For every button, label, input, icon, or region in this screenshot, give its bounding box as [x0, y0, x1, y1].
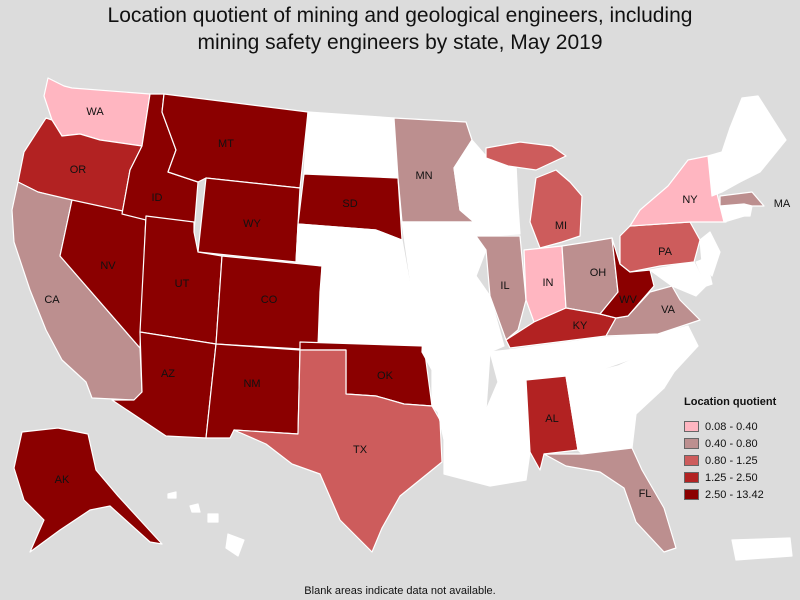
- title-line-2: mining safety engineers by state, May 20…: [197, 31, 603, 54]
- legend-title: Location quotient: [684, 396, 777, 408]
- legend-label: 0.80 - 1.25: [705, 454, 758, 467]
- legend-label: 0.40 - 0.80: [705, 437, 758, 450]
- legend-item: 2.50 - 13.42: [684, 486, 796, 503]
- legend-swatch: [684, 421, 699, 432]
- legend-label: 1.25 - 2.50: [705, 471, 758, 484]
- legend-item: 1.25 - 2.50: [684, 469, 796, 486]
- map-title: Location quotient of mining and geologic…: [0, 2, 800, 56]
- state-ks: [317, 291, 425, 351]
- state-ms: [483, 379, 531, 453]
- state-nj: [699, 231, 721, 277]
- legend-swatch: [684, 438, 699, 449]
- state-label-ma: MA: [774, 198, 791, 210]
- state-co: [215, 255, 323, 351]
- state-pr: [731, 537, 793, 561]
- states-layer: [11, 77, 793, 561]
- legend-label: 2.50 - 13.42: [705, 488, 764, 501]
- legend-item: 0.80 - 1.25: [684, 452, 796, 469]
- state-md: [649, 261, 707, 297]
- legend-label: 0.08 - 0.40: [705, 420, 758, 433]
- state-nd: [303, 111, 399, 179]
- state-mi: [485, 141, 583, 249]
- title-line-1: Location quotient of mining and geologic…: [107, 4, 693, 27]
- legend-item: 0.08 - 0.40: [684, 418, 796, 435]
- legend-item: 0.40 - 0.80: [684, 435, 796, 452]
- state-me: [729, 95, 787, 183]
- state-fl: [543, 447, 677, 553]
- state-hi: [167, 491, 245, 557]
- legend-swatch: [684, 472, 699, 483]
- state-ia: [401, 221, 487, 279]
- state-il: [475, 235, 527, 341]
- state-ct: [719, 203, 745, 223]
- state-nc: [617, 325, 699, 389]
- us-choropleth-map: WAORCANVIDMTWYUTAZCONMSDOKTXMNILMIINOHKY…: [11, 77, 793, 561]
- state-tx: [233, 349, 443, 553]
- state-wy: [197, 177, 301, 263]
- legend-swatch: [684, 455, 699, 466]
- footnote: Blank areas indicate data not available.: [304, 585, 496, 597]
- state-dc: [687, 281, 693, 287]
- state-ar: [421, 351, 491, 413]
- legend-swatch: [684, 489, 699, 500]
- state-nm: [205, 343, 301, 439]
- state-ak: [13, 427, 163, 553]
- state-ma: [719, 191, 765, 207]
- state-mt: [161, 93, 309, 189]
- legend: Location quotient 0.08 - 0.40 0.40 - 0.80…: [684, 396, 796, 503]
